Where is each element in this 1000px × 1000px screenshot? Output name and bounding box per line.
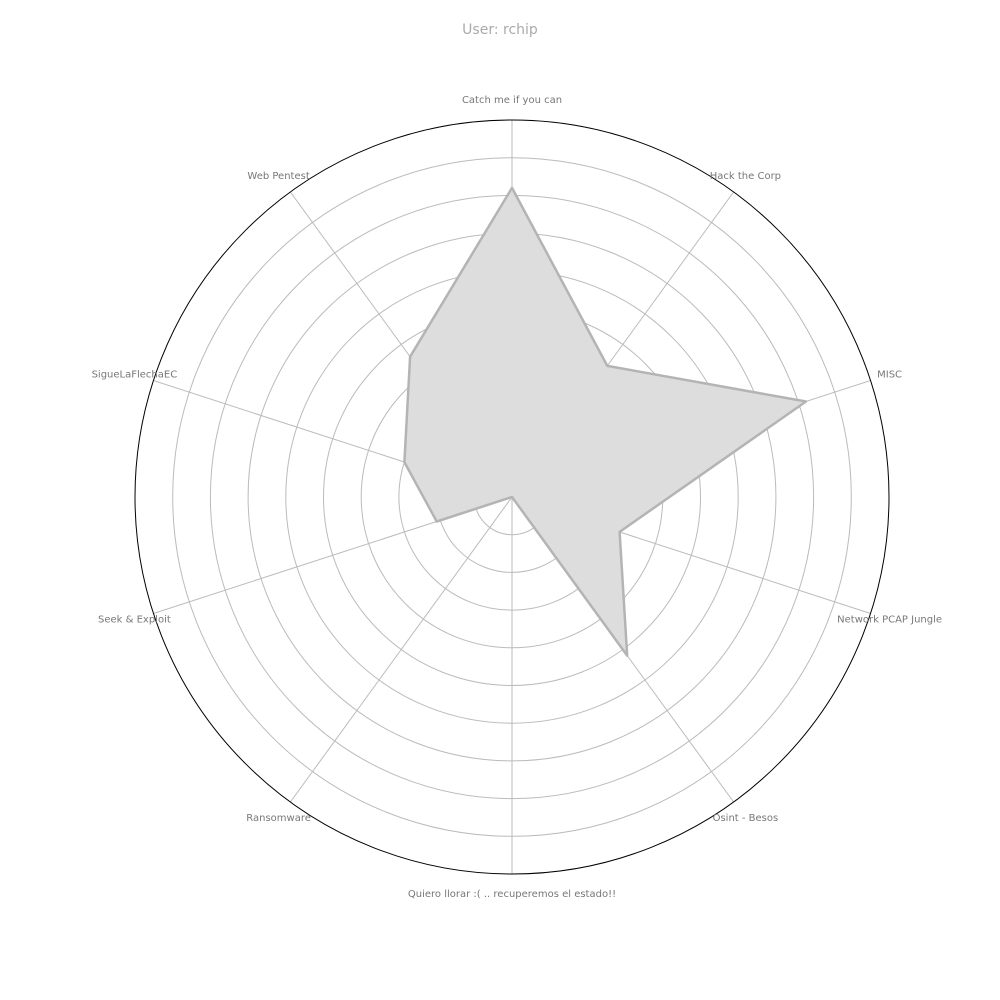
axis-label: Catch me if you can bbox=[462, 95, 562, 106]
axis-labels: Catch me if you can Hack the Corp MISC Netw… bbox=[92, 95, 942, 900]
outer-frame bbox=[134, 119, 890, 875]
axis-spoke bbox=[290, 496, 513, 803]
axis-label: Ransomware bbox=[246, 813, 311, 824]
axis-label: Seek & Exploit bbox=[98, 615, 171, 626]
series-area bbox=[403, 186, 808, 657]
chart-title: User: rchip bbox=[462, 22, 538, 38]
axis-label: Hack the Corp bbox=[710, 171, 781, 182]
axis-label: SigueLaFlechaEC bbox=[92, 369, 178, 380]
axis-label: Osint - Besos bbox=[713, 813, 779, 824]
axis-label: MISC bbox=[877, 369, 902, 380]
axis-label: Network PCAP Jungle bbox=[837, 615, 942, 626]
axis-label: Quiero llorar :( .. recuperemos el estad… bbox=[408, 889, 616, 900]
axis-label: Web Pentest bbox=[247, 171, 309, 182]
